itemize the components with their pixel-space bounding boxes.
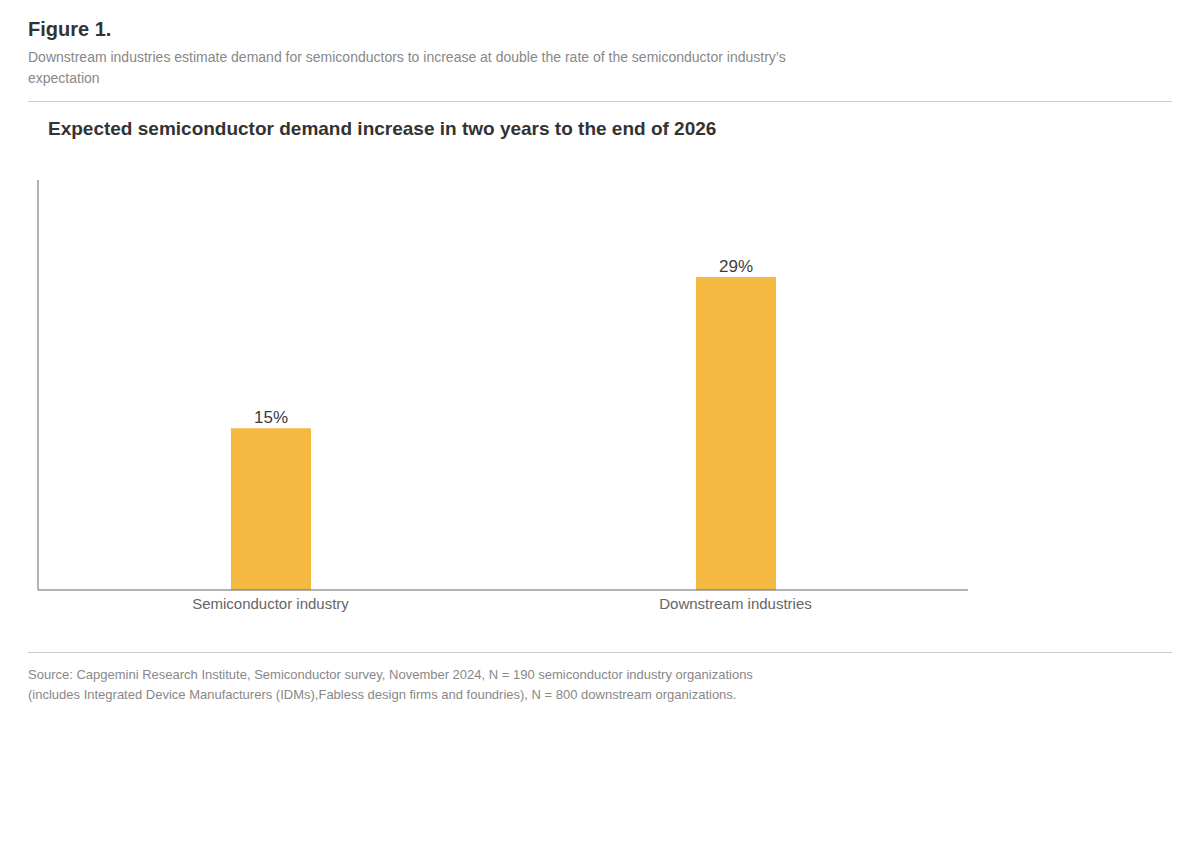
svg-text:Downstream industries: Downstream industries	[659, 595, 812, 612]
html-text:Figure 1.: Figure 1.	[28, 18, 112, 40]
svg-text:15%: 15%	[254, 408, 288, 427]
html-text:Expected semiconductor demand: Expected semiconductor demand increase i…	[48, 118, 717, 139]
html-text:Source: Capgemini Research Ins: Source: Capgemini Research Institute, Se…	[28, 667, 753, 702]
svg-text:29%: 29%	[719, 257, 753, 276]
svg-text:Semiconductor industry: Semiconductor industry	[192, 595, 349, 612]
html-text:Downstream industries estimate: Downstream industries estimate demand fo…	[28, 49, 786, 86]
